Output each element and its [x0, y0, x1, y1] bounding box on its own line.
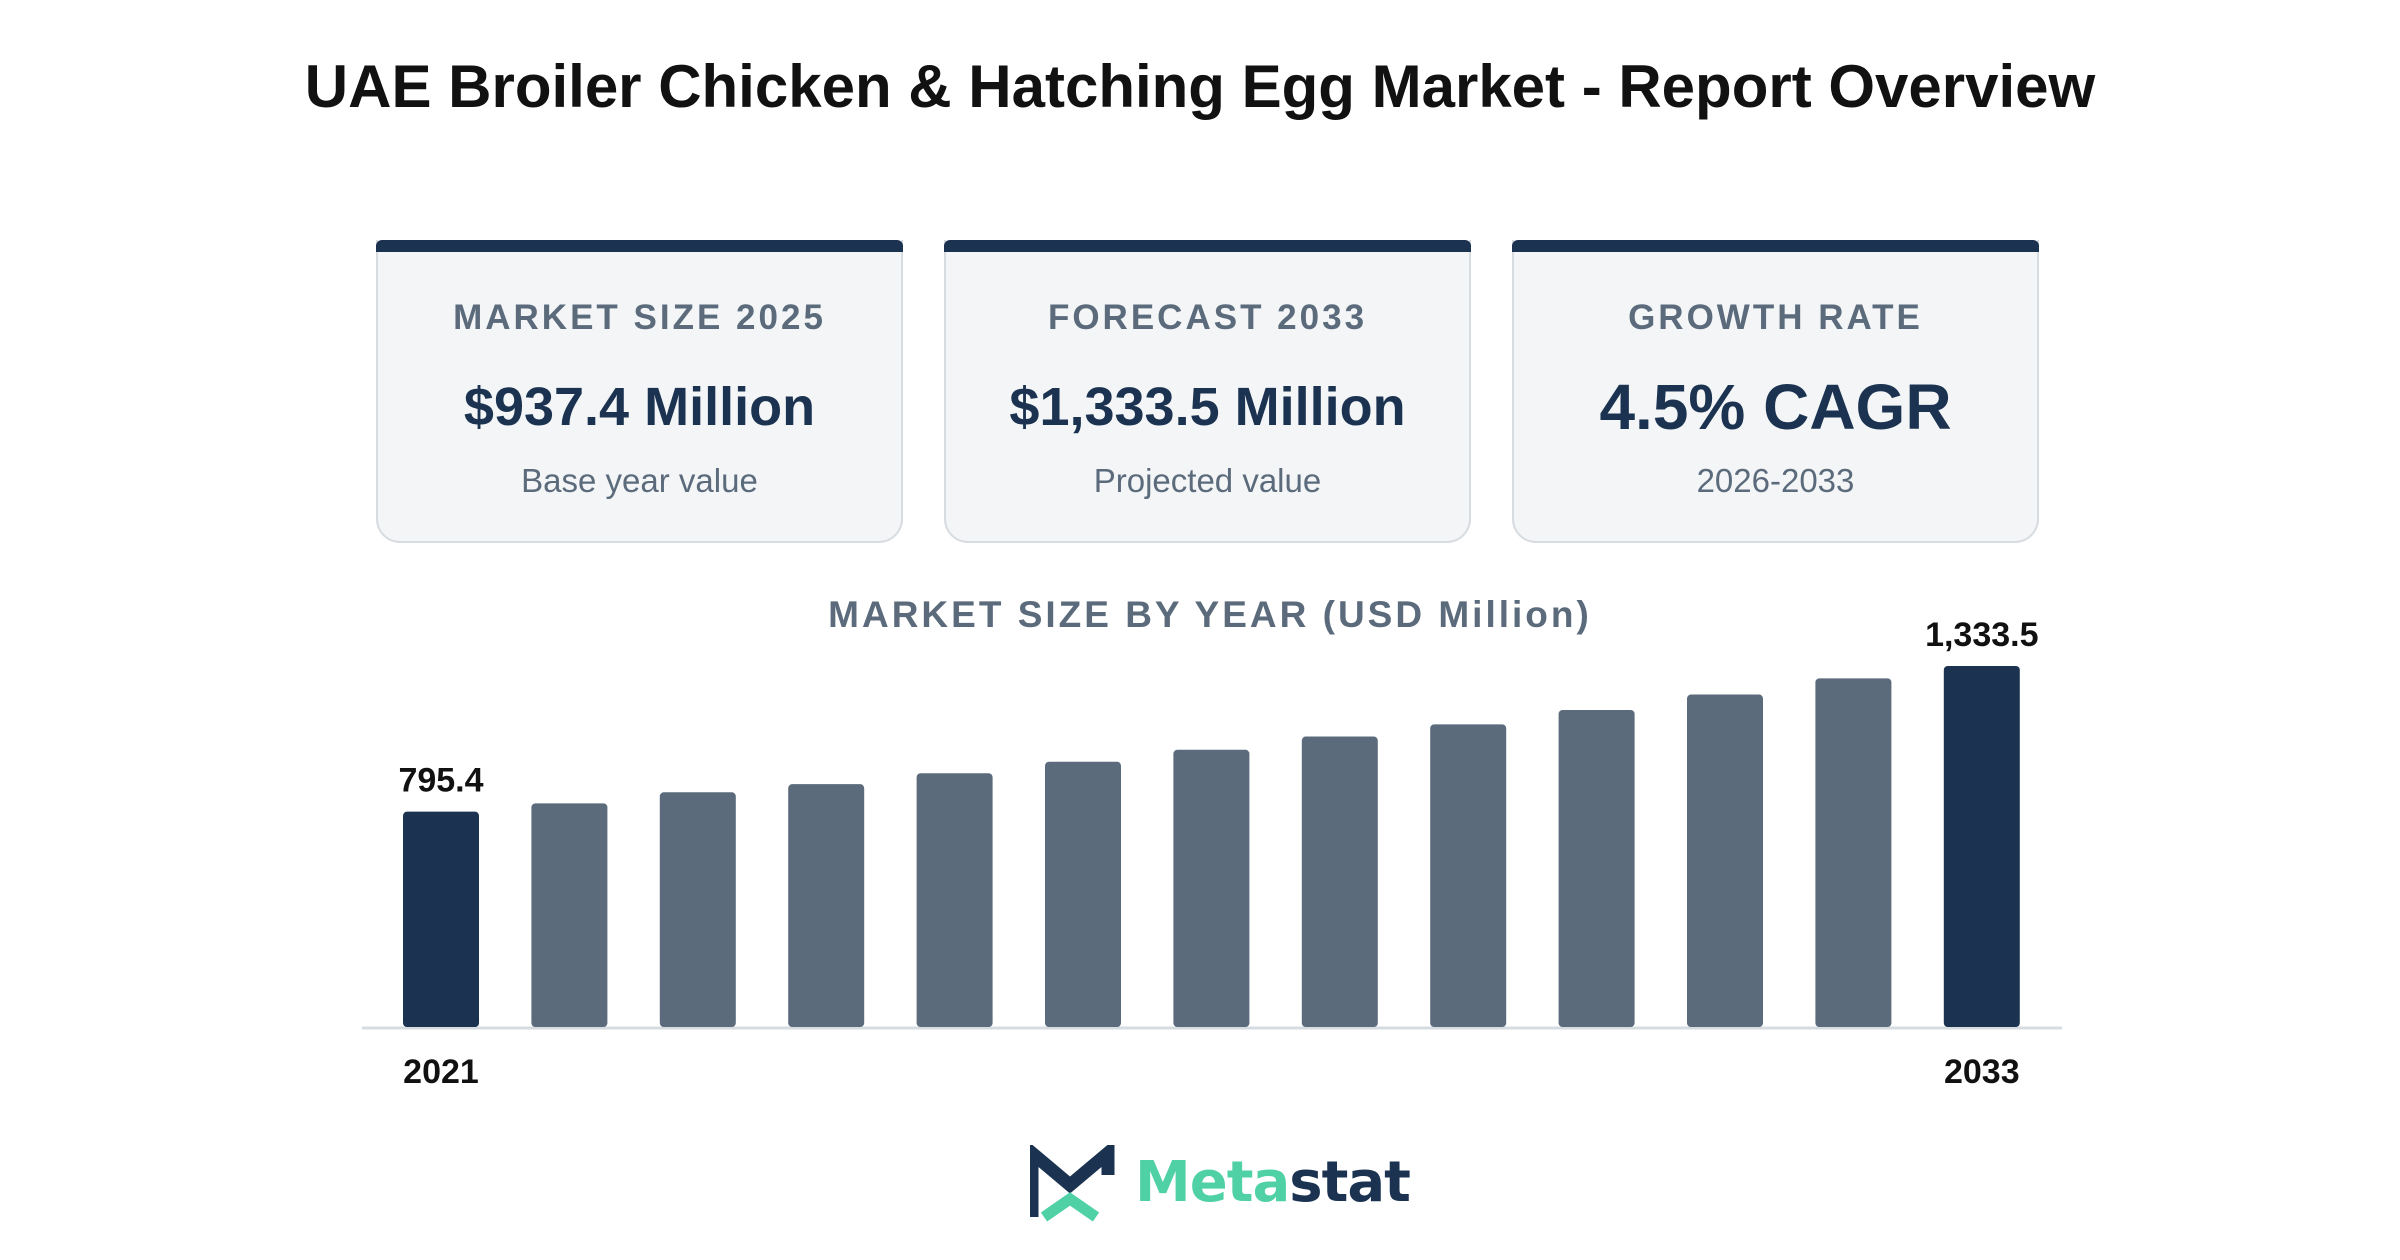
page-title: UAE Broiler Chicken & Hatching Egg Marke… — [304, 53, 2096, 120]
forecast-card: FORECAST 2033 $1,333.5 Million Projected… — [944, 240, 1471, 543]
bar-2030 — [1558, 709, 1635, 1027]
bar-2029 — [1430, 724, 1507, 1027]
bar-2032 — [1815, 678, 1892, 1027]
market-size-card: MARKET SIZE 2025 $937.4 Million Base yea… — [376, 240, 903, 543]
card-subtitle: Projected value — [1093, 462, 1322, 499]
card-subtitle: 2026-2033 — [1696, 462, 1855, 499]
card-subtitle: Base year value — [521, 462, 758, 499]
card-label: FORECAST 2033 — [1047, 298, 1368, 337]
card-label: GROWTH RATE — [1628, 298, 1923, 337]
bar-2031 — [1687, 694, 1763, 1027]
logo-text: Metastat — [1135, 1150, 1411, 1215]
bar-2024 — [788, 784, 865, 1027]
x-tick-label: 2033 — [1944, 1053, 2020, 1091]
growth-rate-card: GROWTH RATE 4.5% CAGR 2026-2033 — [1512, 240, 2039, 543]
chart-title: MARKET SIZE BY YEAR (USD Million) — [828, 594, 1592, 635]
bar-2021 — [403, 811, 479, 1027]
card-value: $1,333.5 Million — [1009, 377, 1406, 437]
card-label: MARKET SIZE 2025 — [453, 298, 826, 337]
card-value: $937.4 Million — [463, 377, 816, 437]
bar-2023 — [659, 792, 736, 1027]
x-tick-label: 2021 — [403, 1053, 479, 1091]
bar-2026 — [1045, 761, 1121, 1027]
bar-2033 — [1943, 666, 2020, 1027]
metastat-logo-icon — [1030, 1145, 1115, 1222]
bar-2022 — [531, 803, 608, 1027]
card-value: 4.5% CAGR — [1599, 371, 1952, 443]
bar-2025 — [916, 773, 993, 1027]
data-label: 795.4 — [398, 762, 483, 800]
logo-text-part: Meta — [1135, 1150, 1290, 1215]
bar-2028 — [1301, 736, 1378, 1027]
logo-text-part: stat — [1289, 1150, 1411, 1215]
bar-2027 — [1173, 749, 1250, 1027]
data-label: 1,333.5 — [1925, 616, 2038, 654]
